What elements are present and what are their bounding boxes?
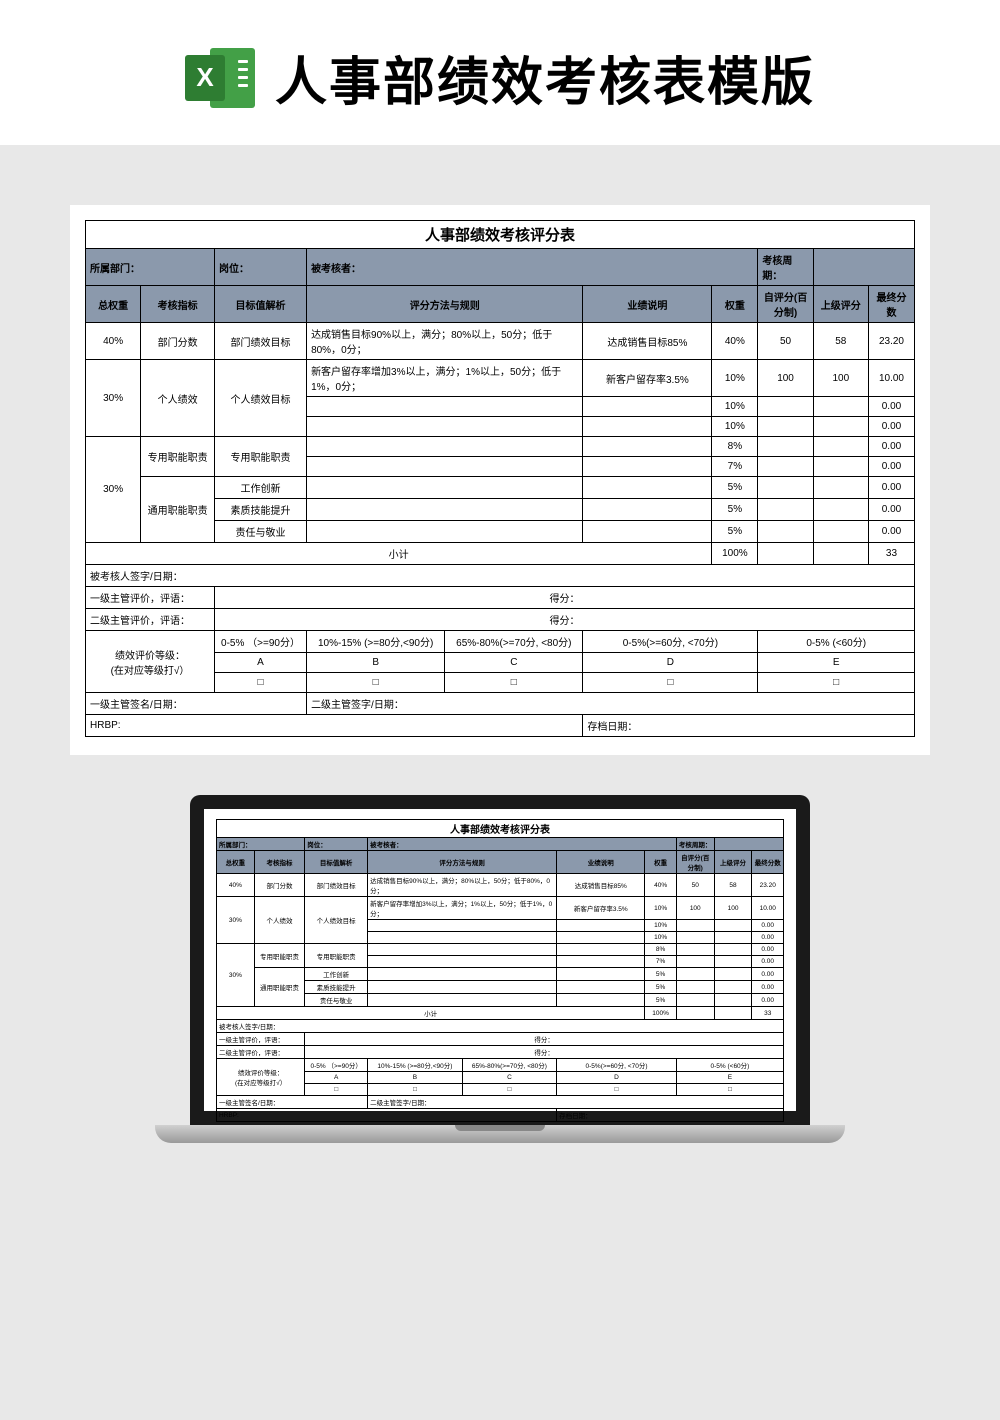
- laptop-screen: 人事部绩效考核评分表 所属部门： 岗位： 被考核者： 考核周期： 总权重 考核指…: [190, 795, 810, 1125]
- page-header: X 人事部绩效考核表模版: [0, 0, 1000, 145]
- table-row: 30% 专用职能职责 专用职能职责 8% 0.00: [217, 944, 784, 956]
- lvl2-sign: 二级主管签字/日期：: [307, 693, 915, 715]
- table-title: 人事部绩效考核评分表: [86, 221, 915, 249]
- col-weight: 权重: [645, 851, 676, 874]
- table-row: 通用职能职责 工作创新 5% 0.00: [217, 968, 784, 981]
- hrbp: HRBP:: [86, 715, 583, 737]
- evaluation-table: 人事部绩效考核评分表 所属部门： 岗位： 被考核者： 考核周期： 总权重 考核指…: [85, 220, 915, 737]
- col-desc: 业绩说明: [557, 851, 645, 874]
- col-final: 最终分数: [752, 851, 784, 874]
- period-label: 考核周期：: [676, 838, 714, 851]
- col-method: 评分方法与规则: [307, 286, 583, 323]
- col-self: 自评分(百分制): [676, 851, 714, 874]
- table-row: 40% 部门分数 部门绩效目标 达成销售目标90%以上，满分；80%以上，50分…: [86, 323, 915, 360]
- table-row: 30% 个人绩效 个人绩效目标 新客户留存率增加3%以上，满分；1%以上，50分…: [86, 360, 915, 397]
- col-total-weight: 总权重: [86, 286, 141, 323]
- laptop-base: [155, 1125, 845, 1143]
- col-total-weight: 总权重: [217, 851, 255, 874]
- dept-label: 所属部门：: [86, 249, 215, 286]
- col-indicator: 考核指标: [254, 851, 304, 874]
- evaluatee-label: 被考核者：: [307, 249, 758, 286]
- col-method: 评分方法与规则: [368, 851, 557, 874]
- hrbp: HRBP:: [217, 1109, 557, 1122]
- archive-date: 存档日期：: [557, 1109, 784, 1122]
- table-row: 30% 专用职能职责 专用职能职责 8% 0.00: [86, 437, 915, 457]
- table-row: 30% 个人绩效 个人绩效目标 新客户留存率增加3%以上，满分；1%以上，50分…: [217, 897, 784, 920]
- table-title: 人事部绩效考核评分表: [217, 820, 784, 838]
- lvl1-sign: 一级主管签名/日期：: [86, 693, 307, 715]
- col-target: 目标值解析: [305, 851, 368, 874]
- position-label: 岗位：: [305, 838, 368, 851]
- evaluation-table: 人事部绩效考核评分表 所属部门： 岗位： 被考核者： 考核周期： 总权重 考核指…: [216, 819, 784, 1122]
- main-sheet: 人事部绩效考核评分表 所属部门： 岗位： 被考核者： 考核周期： 总权重 考核指…: [70, 205, 930, 755]
- col-indicator: 考核指标: [141, 286, 215, 323]
- evaluatee-label: 被考核者：: [368, 838, 677, 851]
- grade-range-row: 绩效评价等级： (在对应等级打√） 0-5% （>=90分） 10%-15% (…: [86, 631, 915, 653]
- main-title: 人事部绩效考核表模版: [275, 40, 815, 115]
- table-row: 通用职能职责 工作创新 5% 0.00: [86, 477, 915, 499]
- grade-label: 绩效评价等级： (在对应等级打√）: [217, 1059, 305, 1096]
- subtotal-row: 小计 100% 33: [217, 1007, 784, 1020]
- sign-date: 被考核人签字/日期：: [217, 1020, 784, 1033]
- laptop-preview: 人事部绩效考核评分表 所属部门： 岗位： 被考核者： 考核周期： 总权重 考核指…: [190, 795, 810, 1143]
- excel-icon: X: [185, 43, 255, 113]
- period-label: 考核周期：: [758, 249, 813, 286]
- dept-label: 所属部门：: [217, 838, 305, 851]
- sign-date: 被考核人签字/日期：: [86, 565, 915, 587]
- subtotal-row: 小计 100% 33: [86, 543, 915, 565]
- lvl2-eval: 二级主管评价，评语：: [217, 1046, 305, 1059]
- lvl2-sign: 二级主管签字/日期：: [368, 1096, 784, 1109]
- col-sup: 上级评分: [813, 286, 868, 323]
- col-self: 自评分(百分制): [758, 286, 813, 323]
- lvl2-eval: 二级主管评价，评语：: [86, 609, 215, 631]
- col-sup: 上级评分: [714, 851, 752, 874]
- position-label: 岗位：: [214, 249, 306, 286]
- grade-label: 绩效评价等级： (在对应等级打√）: [86, 631, 215, 693]
- table-row: 40% 部门分数 部门绩效目标 达成销售目标90%以上，满分；80%以上，50分…: [217, 874, 784, 897]
- excel-letter: X: [185, 55, 225, 101]
- lvl1-eval: 一级主管评价，评语：: [86, 587, 215, 609]
- lvl1-sign: 一级主管签名/日期：: [217, 1096, 368, 1109]
- col-target: 目标值解析: [214, 286, 306, 323]
- col-final: 最终分数: [868, 286, 914, 323]
- archive-date: 存档日期：: [583, 715, 915, 737]
- lvl1-eval: 一级主管评价，评语：: [217, 1033, 305, 1046]
- col-desc: 业绩说明: [583, 286, 712, 323]
- grade-range-row: 绩效评价等级： (在对应等级打√） 0-5% （>=90分） 10%-15% (…: [217, 1059, 784, 1072]
- col-weight: 权重: [712, 286, 758, 323]
